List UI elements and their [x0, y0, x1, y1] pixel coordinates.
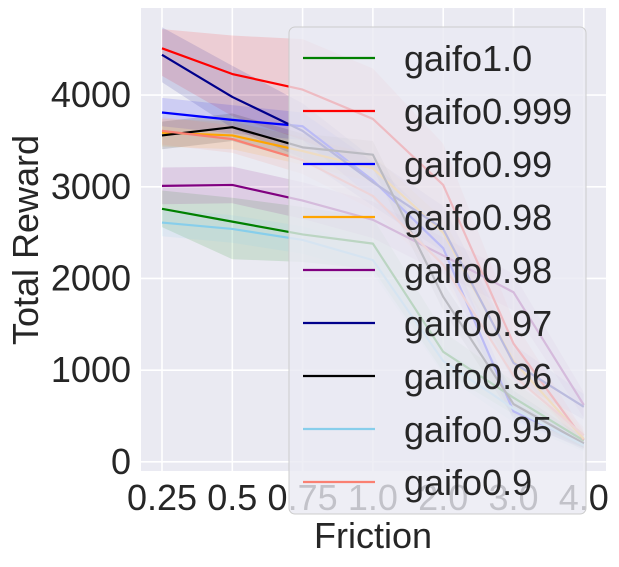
legend-box [288, 26, 587, 515]
legend-entry-label: gaifo0.9 [404, 462, 532, 503]
legend-entry-label: gaifo0.99 [404, 144, 552, 185]
legend-entry-label: gaifo0.98 [404, 197, 552, 238]
legend-entry-label: gaifo0.98 [404, 250, 552, 291]
y-axis-label: Total Reward [5, 135, 46, 345]
legend-entry-label: gaifo0.999 [404, 91, 572, 132]
y-tick-label: 0 [111, 441, 131, 482]
y-tick-label: 3000 [51, 166, 131, 207]
x-tick-label: 0.5 [207, 477, 257, 518]
x-axis-label: Friction [314, 515, 432, 556]
y-tick-label: 4000 [51, 74, 131, 115]
legend-entry-label: gaifo0.95 [404, 409, 552, 450]
legend: gaifo1.0 gaifo0.999 gaifo0.99 gaifo0.98 gaif… [288, 26, 587, 515]
legend-entry-label: gaifo0.96 [404, 356, 552, 397]
y-tick-label: 2000 [51, 257, 131, 298]
legend-entry-label: gaifo0.97 [404, 303, 552, 344]
y-tick-labels: 0 1000 2000 3000 4000 [51, 74, 131, 482]
confidence-band [162, 27, 584, 420]
x-tick-label: 0.25 [127, 477, 197, 518]
legend-entry-label: gaifo1.0 [404, 38, 532, 79]
y-tick-label: 1000 [51, 349, 131, 390]
